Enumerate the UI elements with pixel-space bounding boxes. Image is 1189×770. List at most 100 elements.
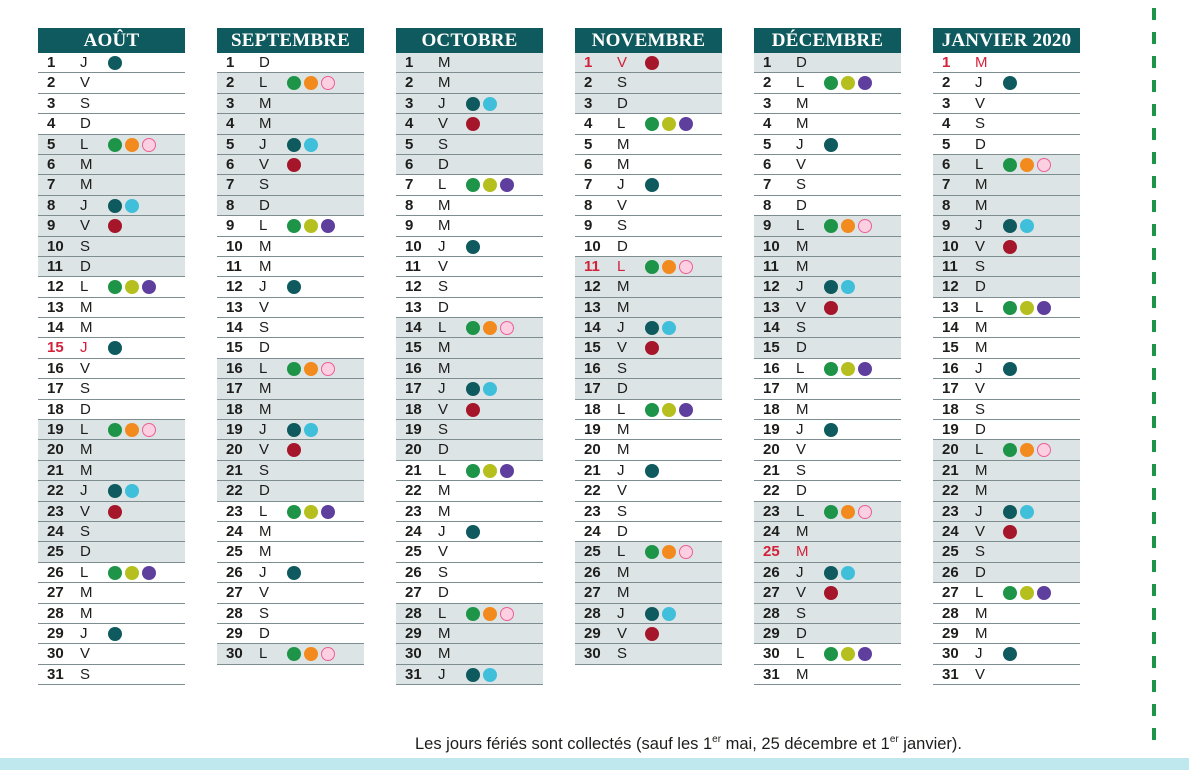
- weekday-letter: V: [80, 502, 91, 520]
- collection-dots: [287, 280, 301, 295]
- day-row: 25 M: [217, 542, 364, 563]
- weekday-letter: V: [80, 645, 91, 663]
- red-dot-icon: [108, 219, 122, 234]
- footnote-text-1: Les jours fériés sont collectés (sauf le…: [415, 735, 713, 753]
- weekday-letter: M: [975, 196, 988, 214]
- day-number: 21: [405, 461, 422, 479]
- collection-dots: [466, 382, 497, 397]
- green-dot-icon: [824, 219, 838, 234]
- day-number: 11: [763, 257, 779, 275]
- collection-dots: [108, 341, 122, 356]
- day-row: 30 M: [396, 644, 543, 665]
- weekday-letter: S: [617, 217, 628, 235]
- day-number: 13: [763, 298, 780, 316]
- day-row: 21 J: [575, 461, 722, 482]
- day-number: 25: [763, 543, 780, 561]
- teal-dot-icon: [466, 382, 480, 397]
- collection-dots: [645, 341, 659, 356]
- day-row: 20 D: [396, 440, 543, 461]
- weekday-letter: M: [796, 543, 809, 561]
- day-number: 1: [763, 54, 772, 71]
- day-number: 8: [584, 196, 593, 214]
- day-number: 4: [47, 115, 56, 133]
- day-number: 15: [405, 339, 422, 357]
- day-row: 18 M: [754, 400, 901, 421]
- weekday-letter: L: [975, 155, 984, 173]
- teal-dot-icon: [824, 565, 838, 580]
- day-number: 31: [763, 665, 780, 683]
- day-row: 14 S: [217, 318, 364, 339]
- weekday-letter: L: [975, 584, 984, 602]
- teal-dot-icon: [1003, 76, 1017, 91]
- purple-dot-icon: [858, 647, 872, 662]
- teal-dot-icon: [466, 667, 480, 682]
- weekday-letter: L: [438, 176, 447, 194]
- pink-dot-icon: [500, 606, 514, 621]
- day-row: 11 M: [217, 257, 364, 278]
- collection-dots: [466, 463, 514, 478]
- weekday-letter: D: [975, 278, 986, 296]
- day-number: 26: [763, 563, 780, 581]
- day-number: 11: [405, 257, 421, 275]
- weekday-letter: S: [80, 94, 91, 112]
- lime-dot-icon: [841, 361, 855, 376]
- day-row: 17 V: [933, 379, 1080, 400]
- collection-dots: [466, 178, 514, 193]
- day-number: 1: [226, 54, 235, 71]
- day-row: 15 D: [217, 338, 364, 359]
- day-number: 22: [226, 482, 243, 500]
- weekday-letter: V: [80, 359, 91, 377]
- weekday-letter: S: [975, 543, 986, 561]
- weekday-letter: L: [438, 319, 447, 337]
- collection-dots: [824, 504, 872, 519]
- green-dot-icon: [287, 647, 301, 662]
- day-row: 14 J: [575, 318, 722, 339]
- weekday-letter: M: [80, 461, 93, 479]
- teal-dot-icon: [645, 463, 659, 478]
- day-number: 2: [405, 74, 414, 92]
- day-row: 22 M: [933, 481, 1080, 502]
- red-dot-icon: [1003, 524, 1017, 539]
- green-dot-icon: [645, 259, 659, 274]
- weekday-letter: D: [796, 339, 807, 357]
- day-number: 15: [47, 339, 64, 357]
- collection-dots: [824, 586, 838, 601]
- day-row: 13 L: [933, 298, 1080, 319]
- weekday-letter: M: [438, 196, 451, 214]
- weekday-letter: M: [80, 298, 93, 316]
- weekday-letter: M: [259, 522, 272, 540]
- weekday-letter: J: [438, 94, 446, 112]
- weekday-letter: M: [617, 278, 630, 296]
- day-row: 18 S: [933, 400, 1080, 421]
- day-row: 27 L: [933, 583, 1080, 604]
- day-number: 25: [584, 543, 601, 561]
- day-row: 25 V: [396, 542, 543, 563]
- weekday-letter: L: [259, 359, 268, 377]
- day-row: 16 V: [38, 359, 185, 380]
- day-row: 30 J: [933, 644, 1080, 665]
- footnote-sup-1: er: [712, 734, 722, 745]
- orange-dot-icon: [1020, 443, 1034, 458]
- day-number: 15: [763, 339, 780, 357]
- day-number: 14: [226, 319, 243, 337]
- day-row: 17 D: [575, 379, 722, 400]
- day-number: 12: [226, 278, 243, 296]
- collection-dots: [108, 504, 122, 519]
- collection-dots: [824, 137, 838, 152]
- weekday-letter: M: [617, 155, 630, 173]
- day-row: 17 S: [38, 379, 185, 400]
- day-number: 25: [47, 543, 64, 561]
- weekday-letter: V: [617, 482, 628, 500]
